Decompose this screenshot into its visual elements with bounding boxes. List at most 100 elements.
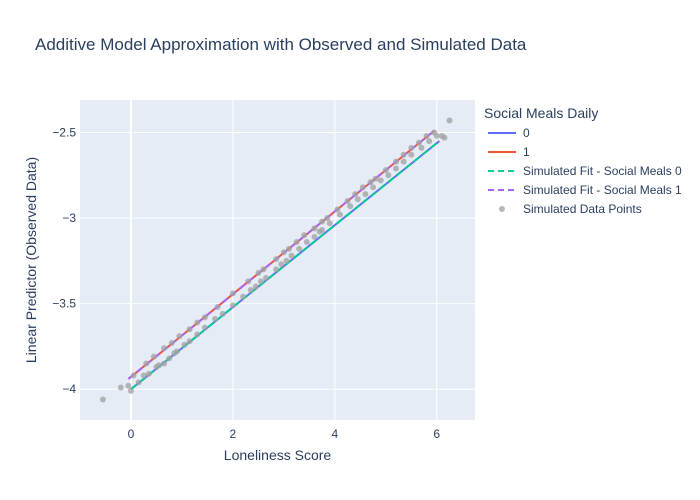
data-point [245,278,252,285]
data-point [194,319,201,326]
x-tick-label: 2 [230,427,237,441]
y-tick-label: −3.5 [52,297,76,311]
data-point [354,196,361,203]
legend-label: 1 [523,145,530,159]
data-point [176,333,183,340]
data-point [140,372,147,379]
data-point [359,184,366,191]
data-point [156,362,162,369]
legend-title: Social Meals Daily [484,105,598,121]
legend-label: Simulated Fit - Social Meals 0 [523,164,682,178]
data-point [186,326,193,333]
data-point [400,151,407,158]
data-point [324,215,331,222]
chart-title: Additive Model Approximation with Observ… [35,35,527,54]
data-point [370,184,377,191]
data-point [296,245,303,252]
data-point [393,165,399,172]
data-point [145,370,152,377]
data-point [135,379,142,386]
data-point [273,256,280,263]
data-point [252,283,259,290]
data-point [229,302,236,309]
x-tick-label: 4 [331,427,338,441]
data-point [372,175,379,182]
data-point [201,324,208,331]
data-point [293,239,300,246]
legend-label: 0 [523,126,530,140]
x-tick-label: 0 [128,427,135,441]
series-line-0 [130,140,440,390]
legend-item[interactable]: Simulated Fit - Social Meals 1 [488,183,682,197]
data-point [201,314,208,321]
data-point [285,245,292,252]
data-point [173,348,180,355]
data-point [273,266,280,273]
data-point [280,249,287,256]
data-point [229,290,236,297]
data-point [194,331,201,338]
data-point [311,233,318,240]
data-point [303,239,310,246]
tick-labels: 0 2 4 6 −4 −3.5 −3 −2.5 [52,126,440,441]
data-point [326,220,333,227]
data-point [161,345,168,352]
data-point [423,132,430,139]
data-point [319,227,326,234]
data-point [130,372,137,379]
data-point [385,172,392,179]
points-layer [99,117,453,403]
data-point [260,266,267,273]
y-tick-label: −4 [62,382,76,396]
data-point [415,139,422,146]
data-point [257,278,264,285]
data-point [446,117,453,124]
data-point [393,158,399,165]
data-point [319,218,326,225]
data-point [143,360,150,367]
data-point [214,304,221,311]
x-axis-title: Loneliness Score [224,447,332,463]
data-point [400,158,407,165]
legend-marker [499,206,505,212]
legend-item[interactable]: 0 [488,126,530,140]
data-point [240,293,247,300]
data-point [150,353,157,360]
data-point [161,360,168,367]
data-point [431,129,438,136]
grid-lines [80,100,475,420]
data-point [181,341,188,348]
data-point [263,274,270,281]
y-tick-label: −3 [62,211,76,225]
data-point [334,206,341,213]
legend[interactable]: Social Meals Daily 0 1 Simulated Fit - Soc… [484,105,682,216]
legend-item[interactable]: Simulated Data Points [499,202,642,216]
data-point [166,355,173,362]
data-point [283,257,290,264]
data-point [367,179,374,186]
legend-item[interactable]: Simulated Fit - Social Meals 0 [488,164,682,178]
data-point [382,167,389,174]
data-point [219,310,226,317]
data-point [377,177,384,184]
data-point [168,339,175,346]
data-point [441,134,448,141]
data-point [336,211,343,218]
data-point [408,151,415,158]
y-axis-title: Linear Predictor (Observed Data) [23,157,39,363]
x-tick-label: 6 [433,427,440,441]
data-point [352,191,359,198]
data-point [127,387,134,394]
y-tick-label: −2.5 [52,126,76,140]
data-point [125,382,132,389]
data-point [117,384,124,391]
data-point [408,144,415,151]
legend-item[interactable]: 1 [488,145,530,159]
data-point [99,396,106,403]
data-point [347,203,354,210]
legend-label: Simulated Fit - Social Meals 1 [523,183,682,197]
data-point [301,232,308,239]
data-point [344,197,351,204]
